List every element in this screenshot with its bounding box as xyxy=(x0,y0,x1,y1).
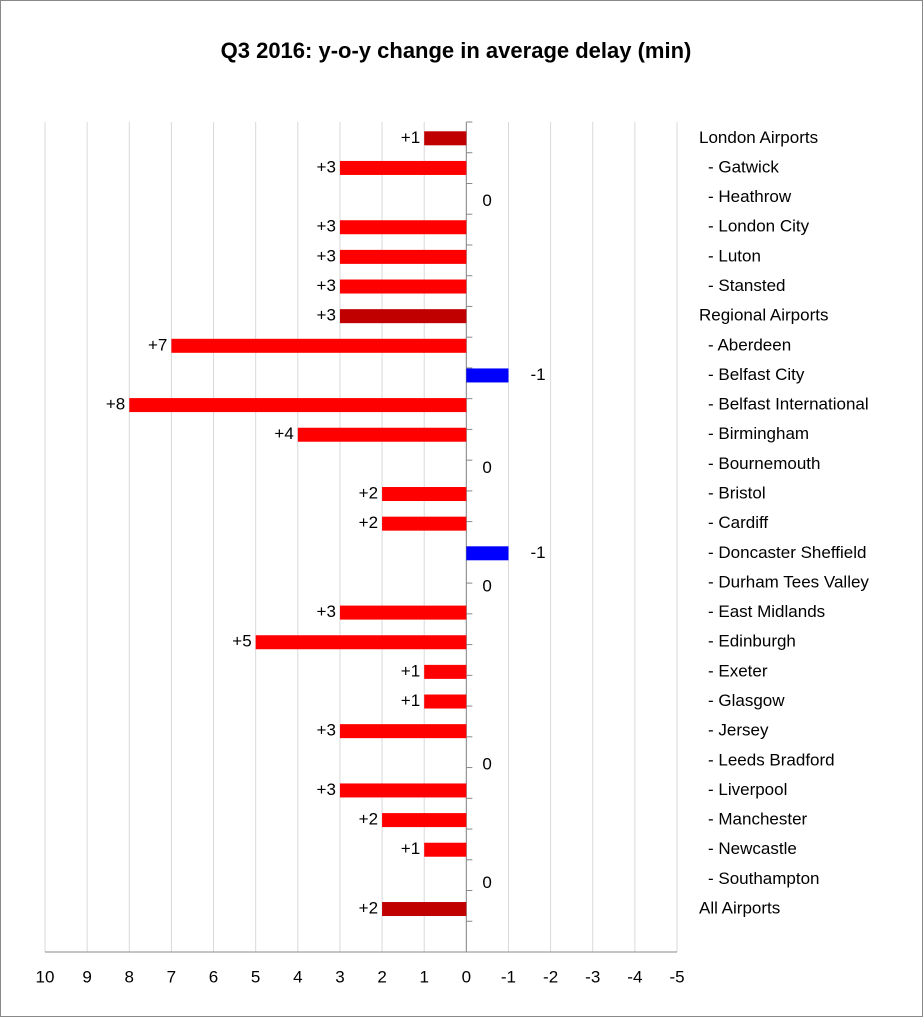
x-tick-label: 8 xyxy=(125,967,134,986)
value-label: +3 xyxy=(317,246,336,265)
bar xyxy=(339,279,467,294)
value-label: 0 xyxy=(482,576,491,595)
bar xyxy=(339,249,467,264)
value-label: -1 xyxy=(530,543,545,562)
category-label: - Leeds Bradford xyxy=(708,750,835,769)
bar xyxy=(297,427,467,442)
x-tick-label: -2 xyxy=(543,967,558,986)
value-label: 0 xyxy=(482,458,491,477)
category-label: - Doncaster Sheffield xyxy=(708,543,866,562)
value-label: +2 xyxy=(359,899,378,918)
bar xyxy=(382,487,467,502)
bar xyxy=(171,338,467,353)
x-tick-label: -4 xyxy=(627,967,642,986)
x-tick-label: -1 xyxy=(501,967,516,986)
category-label: All Airports xyxy=(699,899,780,918)
value-label: +4 xyxy=(274,424,293,443)
value-label: +1 xyxy=(401,128,420,147)
x-tick-label: 3 xyxy=(335,967,344,986)
category-label: - Gatwick xyxy=(708,157,779,176)
value-label: 0 xyxy=(482,873,491,892)
category-label: - Belfast International xyxy=(708,395,869,414)
category-label: - Cardiff xyxy=(708,513,768,532)
category-label: - Manchester xyxy=(708,810,808,829)
category-label: - Birmingham xyxy=(708,424,809,443)
value-label: +2 xyxy=(359,513,378,532)
value-label: +5 xyxy=(232,632,251,651)
bar xyxy=(466,368,509,383)
bar xyxy=(382,516,467,531)
value-label: +1 xyxy=(401,691,420,710)
category-label: - Aberdeen xyxy=(708,335,791,354)
value-label: +3 xyxy=(317,602,336,621)
category-label: - Jersey xyxy=(708,721,769,740)
value-label: +3 xyxy=(317,276,336,295)
value-label: +2 xyxy=(359,484,378,503)
bar xyxy=(424,131,467,146)
category-label: - Bournemouth xyxy=(708,454,820,473)
x-tick-label: 9 xyxy=(82,967,91,986)
x-tick-label: 5 xyxy=(251,967,260,986)
category-label: - Heathrow xyxy=(708,187,792,206)
value-label: +3 xyxy=(317,306,336,325)
bar xyxy=(129,398,467,413)
category-label: - Southampton xyxy=(708,869,820,888)
value-label: +8 xyxy=(106,395,125,414)
chart-title: Q3 2016: y-o-y change in average delay (… xyxy=(221,38,692,63)
category-label: - Stansted xyxy=(708,276,786,295)
value-label: +3 xyxy=(317,157,336,176)
category-label: - Durham Tees Valley xyxy=(708,572,869,591)
x-tick-label: 2 xyxy=(377,967,386,986)
bar xyxy=(466,546,509,561)
value-label: +7 xyxy=(148,335,167,354)
category-label: - Glasgow xyxy=(708,691,785,710)
bar xyxy=(424,664,467,679)
bar xyxy=(339,783,467,798)
x-tick-label: -5 xyxy=(669,967,684,986)
x-tick-label: -3 xyxy=(585,967,600,986)
category-label: - London City xyxy=(708,217,810,236)
bar xyxy=(424,694,467,709)
value-label: +3 xyxy=(317,721,336,740)
x-tick-label: 4 xyxy=(293,967,302,986)
x-tick-label: 0 xyxy=(462,967,471,986)
value-label: +1 xyxy=(401,839,420,858)
category-label: - Belfast City xyxy=(708,365,805,384)
bar xyxy=(424,842,467,857)
bar xyxy=(339,160,467,175)
bar xyxy=(339,309,467,324)
category-label: - Liverpool xyxy=(708,780,787,799)
category-label: London Airports xyxy=(699,128,818,147)
bar xyxy=(339,220,467,235)
value-label: -1 xyxy=(530,365,545,384)
bar xyxy=(382,813,467,828)
x-tick-label: 6 xyxy=(209,967,218,986)
value-label: 0 xyxy=(482,754,491,773)
bar xyxy=(339,605,467,620)
bar xyxy=(382,902,467,917)
x-tick-label: 10 xyxy=(36,967,55,986)
bar xyxy=(255,635,467,650)
category-label: - East Midlands xyxy=(708,602,825,621)
value-label: +2 xyxy=(359,810,378,829)
category-label: - Exeter xyxy=(708,661,768,680)
category-label: - Bristol xyxy=(708,484,766,503)
bar xyxy=(339,724,467,739)
x-tick-label: 7 xyxy=(167,967,176,986)
value-label: +1 xyxy=(401,661,420,680)
value-label: +3 xyxy=(317,217,336,236)
x-tick-label: 1 xyxy=(419,967,428,986)
category-label: - Edinburgh xyxy=(708,632,796,651)
category-label: Regional Airports xyxy=(699,306,828,325)
category-label: - Newcastle xyxy=(708,839,797,858)
value-label: +3 xyxy=(317,780,336,799)
value-label: 0 xyxy=(482,191,491,210)
category-label: - Luton xyxy=(708,246,761,265)
